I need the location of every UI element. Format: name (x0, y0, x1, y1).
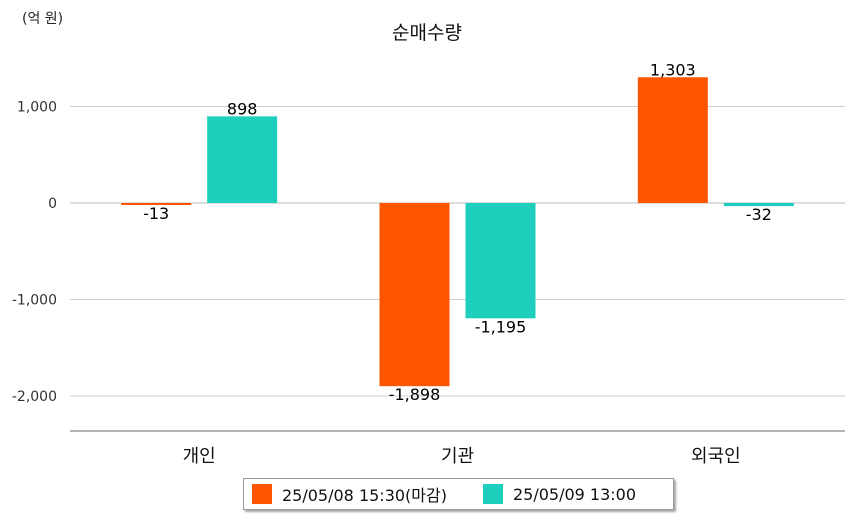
y-tick-label: 1,000 (17, 100, 57, 116)
bar (207, 116, 278, 203)
legend-label-series-2: 25/05/09 13:00 (512, 484, 637, 504)
y-tick-label: -2,000 (12, 389, 57, 405)
bar (465, 203, 536, 319)
legend-item-series-1[interactable]: 25/05/08 15:30(마감) (252, 482, 447, 506)
data-label: -1,195 (475, 317, 527, 336)
data-label: -13 (143, 204, 169, 223)
bar (637, 77, 708, 203)
legend-swatch-series-2 (482, 484, 503, 504)
x-tick-label: 개인 (183, 446, 216, 467)
legend-label-series-1: 25/05/08 15:30(마감) (282, 486, 447, 505)
legend-swatch-series-1 (252, 484, 272, 504)
data-label: 1,303 (650, 60, 696, 79)
x-tick-label: 외국인 (691, 446, 741, 467)
bar (723, 203, 794, 207)
x-tick-label: 기관 (441, 446, 474, 467)
data-label: -1,898 (389, 385, 441, 404)
bar-chart: 1,000 0 -1,000 -2,000 개인 -13 898 기관 -1,898 -1,195… (12, 60, 845, 467)
unit-label: (억 원) (22, 11, 64, 27)
legend: 25/05/08 15:30(마감) 25/05/09 13:00 (243, 478, 674, 510)
y-tick-label: -1,000 (12, 293, 57, 309)
y-tick-label: 0 (48, 196, 57, 212)
legend-item-series-2[interactable]: 25/05/09 13:00 (482, 484, 637, 504)
bar (121, 203, 192, 205)
bar (379, 203, 450, 387)
data-label: -32 (746, 205, 772, 224)
data-label: 898 (227, 99, 258, 118)
chart-title: 순매수량 (392, 22, 462, 44)
